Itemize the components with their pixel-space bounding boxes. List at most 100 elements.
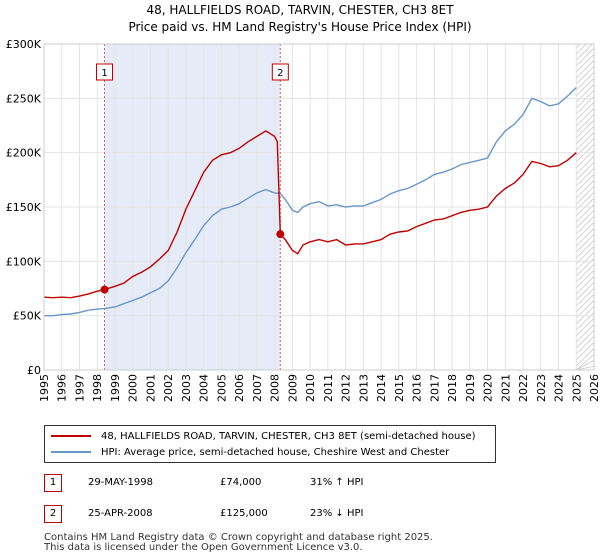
x-tick-label: 1999: [109, 374, 122, 402]
transaction-hpi: 23% ↓ HPI: [310, 508, 364, 519]
future-hatch: [576, 287, 594, 307]
sale-label-box: [271, 63, 289, 81]
x-tick-label: 2021: [499, 374, 512, 402]
x-tick-label: 2004: [198, 374, 211, 402]
future-hatch: [576, 24, 594, 42]
future-hatch: [576, 113, 594, 133]
x-tick-label: 2020: [482, 374, 495, 402]
future-hatch: [576, 149, 594, 169]
x-tick-label: 1997: [73, 374, 86, 402]
future-hatch: [576, 12, 594, 30]
future-hatch: [576, 65, 594, 85]
transaction-number: 2: [44, 505, 62, 523]
future-hatch: [576, 359, 594, 370]
x-tick-label: 2022: [517, 374, 530, 402]
x-tick-label: 2003: [180, 374, 193, 402]
future-hatch: [576, 275, 594, 295]
hpi-series-line: [44, 86, 577, 317]
legend-swatch-hpi: [51, 451, 91, 453]
sale-label-box: [96, 63, 113, 81]
y-tick-label: £200K: [6, 147, 42, 160]
future-hatch: [576, 131, 594, 151]
future-hatch: [576, 167, 594, 187]
price-chart: 1 2 £0 £50K £100K £150K £200K £250K £300K 1995 199…: [6, 12, 600, 402]
x-tick-label: 2014: [375, 374, 388, 402]
future-hatch: [576, 18, 594, 36]
x-tick-label: 1995: [38, 374, 51, 402]
future-hatch: [576, 47, 594, 67]
x-tick-label: 2024: [553, 374, 566, 402]
y-tick-label: £0: [27, 364, 41, 377]
x-tick-label: 2008: [269, 374, 282, 402]
chart-subtitle: Price paid vs. HM Land Registry's House …: [128, 20, 472, 34]
transaction-hpi: 31% ↑ HPI: [310, 477, 364, 488]
future-hatch: [576, 227, 594, 247]
sale-point: [100, 285, 109, 294]
future-hatch: [576, 353, 594, 370]
chart-title: 48, HALLFIELDS ROAD, TARVIN, CHESTER, CH…: [146, 3, 454, 17]
future-hatch: [576, 335, 594, 355]
footer-copyright: Contains HM Land Registry data © Crown c…: [44, 532, 433, 543]
x-tick-label: 2015: [393, 374, 406, 402]
legend: 48, HALLFIELDS ROAD, TARVIN, CHESTER, CH…: [44, 425, 496, 463]
future-hatch: [576, 269, 594, 289]
x-tick-label: 2011: [322, 374, 335, 402]
future-hatch: [576, 263, 594, 283]
future-hatch: [576, 44, 587, 55]
future-hatch: [576, 305, 594, 325]
sale-label-text: 1: [101, 68, 107, 79]
transaction-price: £74,000: [220, 477, 262, 488]
x-tick-label: 2009: [286, 374, 299, 402]
x-tick-label: 2007: [251, 374, 264, 402]
y-tick-label: £250K: [6, 92, 42, 105]
x-tick-label: 2001: [144, 374, 157, 402]
future-hatch: [576, 185, 594, 205]
future-hatch: [576, 161, 594, 181]
future-hatch: [576, 317, 594, 337]
future-hatch: [576, 299, 594, 319]
future-hatch: [576, 215, 594, 235]
future-hatch: [576, 125, 594, 145]
sale-label-text: 2: [277, 68, 283, 79]
legend-label-hpi: HPI: Average price, semi-detached house,…: [101, 446, 450, 458]
future-hatch: [576, 53, 594, 73]
y-tick-label: £50K: [13, 310, 42, 323]
y-tick-label: £100K: [6, 255, 42, 268]
x-tick-label: 2012: [340, 374, 353, 402]
x-tick-label: 2006: [233, 374, 246, 402]
x-tick-label: 1998: [91, 374, 104, 402]
x-tick-label: 2010: [304, 374, 317, 402]
property-series-line: [43, 130, 577, 299]
future-hatch: [576, 77, 594, 97]
future-hatch: [576, 293, 594, 313]
y-tick-label: £150K: [6, 201, 42, 214]
transaction-price: £125,000: [220, 508, 268, 519]
plot-border: [43, 43, 595, 371]
future-hatch: [576, 329, 594, 349]
x-tick-label: 2005: [215, 374, 228, 402]
future-hatch: [576, 323, 594, 343]
future-hatch: [576, 365, 594, 370]
x-tick-label: 2018: [446, 374, 459, 402]
x-tick-label: 2002: [162, 374, 175, 402]
transaction-date: 29-MAY-1998: [88, 477, 154, 488]
x-tick-label: 2013: [357, 374, 370, 402]
future-hatch: [576, 239, 594, 259]
future-hatch: [576, 71, 594, 91]
future-hatch: [576, 95, 594, 115]
future-hatch: [576, 83, 594, 103]
future-hatch: [576, 89, 594, 109]
legend-swatch-property: [51, 435, 91, 437]
x-tick-label: 2017: [428, 374, 441, 402]
legend-label-property: 48, HALLFIELDS ROAD, TARVIN, CHESTER, CH…: [101, 430, 476, 442]
future-hatch: [576, 101, 594, 121]
footer-licence: This data is licensed under the Open Gov…: [44, 542, 363, 553]
future-hatch: [576, 155, 594, 175]
future-hatch: [576, 44, 581, 49]
future-hatch: [576, 44, 593, 61]
future-hatch: [576, 347, 594, 367]
future-hatch: [576, 341, 594, 361]
future-hatch: [576, 209, 594, 229]
future-hatch: [576, 281, 594, 301]
legend-item-hpi: HPI: Average price, semi-detached house,…: [51, 444, 449, 460]
